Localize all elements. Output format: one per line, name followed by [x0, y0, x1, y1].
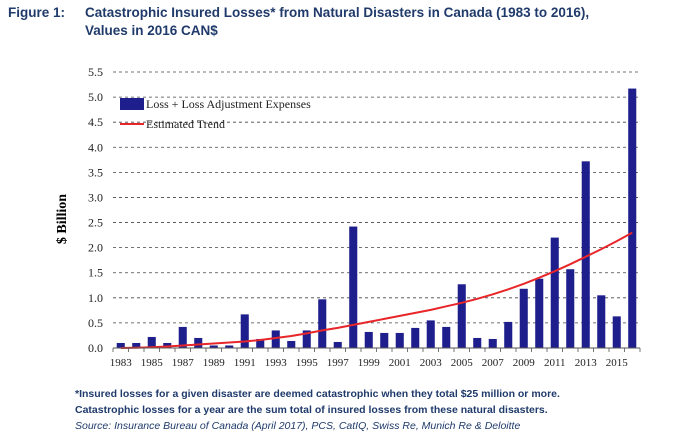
bar-1997 [333, 341, 342, 348]
figure-title-line1: Catastrophic Insured Losses* from Natura… [85, 5, 590, 20]
bar-2006 [473, 337, 482, 348]
bar-2010 [535, 278, 544, 348]
bar-1991 [240, 314, 249, 348]
x-tick-label: 1989 [203, 357, 226, 369]
legend-label-bars: Loss + Loss Adjustment Expenses [146, 97, 311, 111]
x-tick-label: 1995 [296, 357, 319, 369]
y-tick-label: 0.0 [88, 341, 103, 355]
y-axis-ticks: 0.0 0.5 1.0 1.5 2.0 2.5 3.0 3.5 4.0 4.5 5.0 5.5 [88, 65, 103, 355]
y-tick-label: 3.5 [88, 165, 103, 179]
source-note: Source: Insurance Bureau of Canada (Apri… [75, 420, 521, 432]
bar-2015 [612, 316, 621, 348]
y-tick-label: 5.5 [88, 65, 103, 79]
footnote-1: *Insured losses for a given disaster are… [75, 388, 560, 400]
bar-2002 [411, 327, 420, 348]
y-tick-label: 5.0 [88, 90, 103, 104]
bar-1986 [163, 342, 172, 348]
bar-1994 [287, 340, 296, 348]
bar-series [116, 88, 637, 348]
bar-2013 [581, 161, 590, 348]
y-tick-label: 2.0 [88, 241, 103, 255]
bar-1999 [364, 331, 373, 348]
x-tick-label: 1985 [141, 357, 164, 369]
y-tick-label: 2.5 [88, 216, 103, 230]
figure-label: Figure 1: [8, 5, 66, 20]
y-tick-label: 3.0 [88, 190, 103, 204]
footnotes: *Insured losses for a given disaster are… [75, 386, 685, 434]
x-tick-label: 2009 [513, 357, 536, 369]
legend: Loss + Loss Adjustment Expenses Estimate… [120, 97, 311, 131]
footnote-2: Catastrophic losses for a year are the s… [75, 404, 548, 416]
legend-label-trend: Estimated Trend [146, 117, 225, 131]
legend-swatch-bars [120, 98, 144, 110]
bar-2005 [457, 284, 466, 348]
bar-2004 [442, 326, 451, 348]
bar-1998 [349, 226, 358, 348]
x-tick-label: 2013 [575, 357, 598, 369]
y-tick-label: 1.5 [88, 266, 103, 280]
bar-2014 [597, 295, 606, 348]
bar-2001 [395, 332, 404, 348]
bar-1995 [302, 330, 311, 348]
x-tick-label: 2007 [482, 357, 505, 369]
x-tick-label: 2001 [389, 357, 411, 369]
x-tick-label: 1997 [327, 357, 350, 369]
y-tick-label: 4.0 [88, 140, 103, 154]
bar-2011 [550, 237, 559, 348]
bar-2007 [488, 338, 497, 348]
x-axis-ticks: 1983 1985 1987 1989 1991 1993 1995 1997 1999 2001… [110, 348, 641, 369]
bar-1983 [116, 342, 125, 348]
bar-1992 [256, 338, 265, 348]
bar-2003 [426, 320, 435, 348]
y-axis-label: $ Billion [55, 194, 70, 244]
bar-2009 [519, 288, 528, 348]
y-tick-label: 1.0 [88, 291, 103, 305]
y-tick-label: 0.5 [88, 316, 103, 330]
x-tick-label: 2005 [451, 357, 474, 369]
bar-2016 [628, 88, 637, 348]
bar-1993 [271, 330, 280, 348]
x-tick-label: 2011 [544, 357, 566, 369]
x-tick-label: 1983 [110, 357, 133, 369]
bar-2000 [380, 332, 389, 348]
bar-1987 [178, 326, 187, 348]
x-tick-label: 2015 [606, 357, 629, 369]
x-tick-label: 1987 [172, 357, 195, 369]
x-tick-label: 1999 [358, 357, 381, 369]
bar-1996 [318, 299, 327, 348]
figure-title-line2: Values in 2016 CAN$ [85, 23, 218, 38]
bar-2012 [566, 269, 575, 348]
y-tick-label: 4.5 [88, 115, 103, 129]
bar-1990 [225, 345, 234, 348]
bar-2008 [504, 321, 513, 348]
x-tick-label: 1991 [234, 357, 256, 369]
figure-title: Figure 1: Catastrophic Insured Losses* fr… [8, 4, 688, 40]
bar-1989 [209, 345, 218, 348]
bar-1988 [194, 337, 203, 348]
x-tick-label: 2003 [420, 357, 443, 369]
bar-1985 [147, 336, 156, 348]
trend-line [120, 231, 633, 349]
x-tick-label: 1993 [265, 357, 288, 369]
bar-1984 [132, 342, 141, 348]
